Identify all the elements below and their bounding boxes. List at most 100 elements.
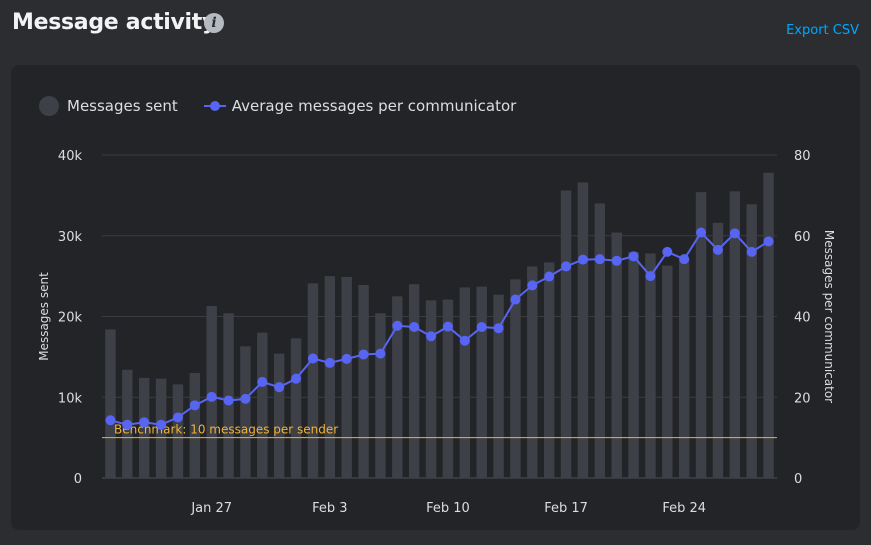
data-point — [544, 271, 555, 282]
data-point — [358, 349, 369, 360]
data-point — [645, 271, 656, 282]
data-point — [240, 393, 251, 404]
data-point — [476, 321, 487, 332]
data-point — [662, 246, 673, 257]
y-right-tick-label: 40 — [794, 311, 811, 326]
bar — [273, 353, 285, 478]
bar — [172, 384, 184, 478]
x-tick-label: Feb 3 — [312, 501, 347, 516]
bar — [729, 191, 741, 478]
y-right-tick-label: 80 — [794, 149, 811, 164]
data-point — [712, 244, 723, 255]
data-point — [189, 400, 200, 411]
data-point — [594, 254, 605, 265]
bar — [240, 346, 251, 478]
bar — [105, 329, 116, 478]
bar — [662, 265, 673, 478]
y-axis-left-title: Messages sent — [37, 272, 51, 361]
data-point — [763, 236, 774, 247]
data-point — [459, 335, 470, 346]
data-point — [729, 228, 740, 239]
page-title: Message activity — [12, 10, 217, 35]
legend-item-average[interactable]: Average messages per communicator — [203, 97, 517, 115]
y-left-tick-label: 30k — [58, 230, 83, 245]
data-point — [206, 391, 217, 402]
bar — [594, 203, 606, 478]
bar — [527, 266, 538, 478]
bar — [493, 294, 504, 478]
data-point — [139, 417, 150, 428]
bar — [307, 283, 319, 478]
y-left-tick-label: 10k — [58, 391, 83, 406]
bar — [189, 373, 201, 478]
bar — [257, 332, 268, 478]
data-point — [257, 376, 268, 387]
bar — [392, 296, 403, 478]
bar — [324, 276, 336, 478]
bar — [341, 276, 352, 478]
data-point — [493, 323, 504, 334]
data-point — [392, 320, 403, 331]
bar — [543, 262, 555, 478]
chart-card: Messages sent Average messages per commu… — [11, 65, 860, 530]
y-left-tick-label: 20k — [58, 311, 83, 326]
bar — [138, 377, 150, 478]
data-point — [122, 419, 133, 430]
bar — [290, 338, 302, 478]
data-point — [274, 382, 285, 393]
data-point — [577, 254, 588, 265]
data-point — [510, 294, 521, 305]
line-swatch-icon — [203, 99, 226, 113]
info-icon[interactable]: i — [204, 13, 224, 33]
y-left-tick-label: 40k — [58, 149, 83, 164]
bar — [358, 285, 369, 478]
data-point — [341, 353, 352, 364]
data-point — [611, 255, 622, 266]
legend-item-messages-sent[interactable]: Messages sent — [39, 96, 178, 116]
y-right-tick-label: 20 — [794, 391, 811, 406]
bar — [459, 287, 471, 478]
bar — [746, 204, 757, 478]
data-point — [679, 254, 690, 265]
bar — [678, 259, 690, 478]
combo-chart: 0 0 10k 20 20k 40 30k 60 40k 80 Benchmark: 10 mess… — [37, 149, 836, 516]
y-right-tick-label: 60 — [794, 230, 811, 245]
average-line — [110, 230, 770, 426]
data-point — [442, 321, 453, 332]
bar — [560, 190, 572, 478]
data-point — [409, 321, 420, 332]
bar — [476, 286, 487, 478]
data-point — [426, 331, 437, 342]
bar — [510, 279, 521, 478]
bar-swatch-icon — [39, 96, 59, 116]
x-tick-label: Jan 27 — [190, 501, 232, 516]
bar — [763, 172, 774, 478]
x-tick-label: Feb 17 — [544, 501, 588, 516]
data-point — [375, 348, 386, 359]
bar — [645, 253, 656, 478]
data-point — [527, 280, 538, 291]
bar — [611, 232, 622, 478]
data-point — [291, 373, 302, 384]
bar — [577, 182, 589, 478]
benchmark-label: Benchmark: 10 messages per sender — [114, 423, 338, 437]
export-csv-link[interactable]: Export CSV — [786, 23, 859, 38]
chart-legend: Messages sent Average messages per commu… — [39, 95, 542, 117]
y-axis-right-title: Messages per communicator — [822, 230, 836, 403]
data-point — [628, 251, 639, 262]
data-point — [746, 246, 757, 257]
data-point — [105, 415, 116, 426]
bar — [442, 299, 454, 478]
x-tick-label: Feb 24 — [662, 501, 706, 516]
x-tick-label: Feb 10 — [426, 501, 470, 516]
legend-label: Messages sent — [67, 97, 178, 115]
data-point — [172, 412, 183, 423]
legend-label: Average messages per communicator — [231, 97, 517, 115]
header: Message activity i Export CSV — [12, 8, 859, 48]
bar — [695, 192, 707, 478]
data-point — [696, 227, 707, 238]
data-point — [156, 419, 167, 430]
data-point — [324, 357, 335, 368]
data-point — [307, 353, 318, 364]
bar — [628, 251, 639, 478]
